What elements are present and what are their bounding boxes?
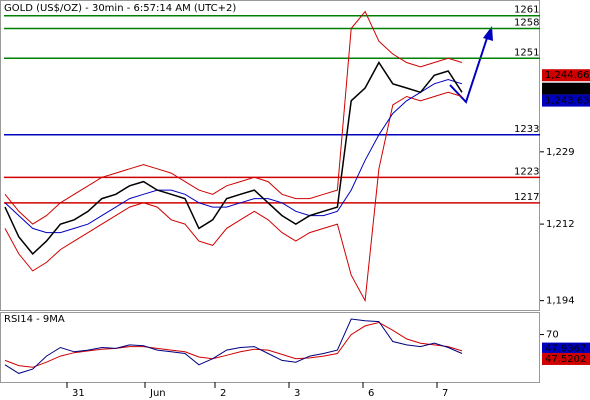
rsi-tag-label: 47.5202 <box>545 354 586 365</box>
price-tag <box>542 69 590 82</box>
rsi-title: RSI14 - 9MA <box>4 314 65 325</box>
level-label: 1258 <box>514 17 539 28</box>
lower-band <box>4 91 463 303</box>
y-tick-label: 1,229 <box>546 147 575 158</box>
chart-title: GOLD (US$/OZ) - 30min - 6:57:14 AM (UTC+… <box>4 3 236 14</box>
level-label: 1223 <box>514 166 539 177</box>
price-tag-label: 1,243.84 <box>545 84 590 95</box>
y-tick-label: 1,212 <box>546 219 575 230</box>
rsi-frame <box>0 312 540 383</box>
x-tick-label: 7 <box>442 388 448 399</box>
x-tick-label: 2 <box>220 388 226 399</box>
level-label: 1261 <box>514 5 539 16</box>
x-tick-label: 6 <box>368 388 374 399</box>
price-tag-label: 1,243.63 <box>545 96 590 107</box>
y-tick-label: 1,194 <box>546 296 575 307</box>
price-frame <box>0 0 540 311</box>
price-tag <box>542 82 590 95</box>
price-tag <box>542 94 590 107</box>
x-tick-label: Jun <box>149 388 166 399</box>
level-label: 1217 <box>514 192 539 203</box>
rsi-ma-line <box>4 321 463 368</box>
price-tag-label: 1,244.66 <box>545 70 590 81</box>
rsi-tag-label: 47.9367 <box>545 344 586 355</box>
level-label: 1233 <box>514 124 539 135</box>
rsi-tag <box>542 342 590 355</box>
x-tick-label: 3 <box>294 388 300 399</box>
rsi-line <box>4 318 463 374</box>
x-tick-label: 31 <box>72 388 85 399</box>
forecast-arrow <box>449 26 493 104</box>
level-label: 1251 <box>514 47 539 58</box>
price-line <box>4 61 463 255</box>
upper-band <box>4 10 463 225</box>
moving-average <box>4 78 463 234</box>
rsi-tick-label: 70 <box>546 330 559 341</box>
rsi-tag <box>542 352 590 365</box>
